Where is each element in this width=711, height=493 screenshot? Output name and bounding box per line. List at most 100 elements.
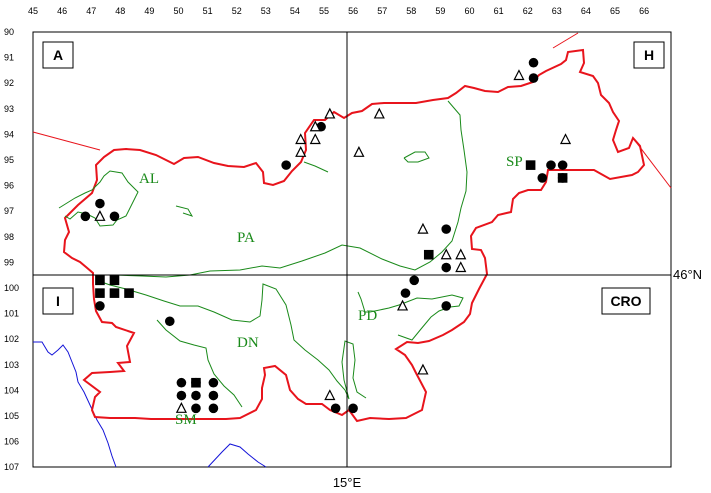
x-tick-label: 59 <box>435 6 445 16</box>
circle-marker <box>441 301 452 311</box>
triangle-marker <box>324 389 336 401</box>
y-tick-label: 101 <box>4 309 19 319</box>
triangle-marker <box>295 146 307 157</box>
y-tick-label: 91 <box>4 53 14 63</box>
y-tick-label: 104 <box>4 385 19 395</box>
region-label-pd: PD <box>358 308 377 324</box>
x-tick-label: 52 <box>232 6 242 16</box>
y-tick-label: 97 <box>4 206 14 216</box>
y-tick-label: 94 <box>4 129 14 139</box>
circle-marker <box>546 160 556 170</box>
circle-markers <box>80 57 568 414</box>
square-marker <box>109 275 120 286</box>
y-tick-label: 106 <box>4 437 19 447</box>
x-tick-label: 49 <box>144 6 154 16</box>
x-tick-label: 45 <box>28 6 38 16</box>
circle-marker <box>537 173 548 183</box>
circle-marker <box>208 390 219 401</box>
square-marker <box>557 173 568 183</box>
region-boundaries <box>58 100 468 408</box>
circle-marker <box>528 57 539 68</box>
x-tick-label: 63 <box>552 6 562 16</box>
triangle-marker <box>440 248 452 260</box>
circle-marker <box>95 301 105 311</box>
y-tick-label: 107 <box>4 462 19 472</box>
square-marker <box>109 288 120 298</box>
square-markers <box>95 160 568 388</box>
x-tick-label: 46 <box>57 6 67 16</box>
coast-lines <box>33 341 267 468</box>
outer-borders <box>32 32 672 189</box>
x-tick-label: 60 <box>464 6 474 16</box>
triangle-marker <box>324 107 336 119</box>
y-tick-label: 98 <box>4 232 14 242</box>
square-marker <box>423 249 434 260</box>
circle-marker <box>557 160 568 170</box>
square-marker <box>95 275 105 286</box>
circle-marker <box>281 160 291 170</box>
svg-text:CRO: CRO <box>610 293 641 309</box>
y-tick-label: 92 <box>4 78 14 88</box>
x-tick-label: 62 <box>523 6 533 16</box>
triangle-marker <box>309 120 321 132</box>
country-label-croatia: CRO <box>601 287 651 315</box>
country-label-italy: I <box>42 287 74 315</box>
x-tick-label: 66 <box>639 6 649 16</box>
triangle-marker <box>175 402 187 413</box>
x-tick-label: 65 <box>610 6 620 16</box>
map-frame <box>32 31 672 468</box>
circle-marker <box>176 377 187 388</box>
y-tick-label: 105 <box>4 411 19 421</box>
triangle-marker <box>417 363 429 375</box>
border-austria-italy <box>32 131 101 151</box>
country-label-austria: A <box>42 41 74 69</box>
x-tick-label: 57 <box>377 6 387 16</box>
coastline-south <box>207 443 267 468</box>
x-tick-label: 48 <box>115 6 125 16</box>
circle-marker <box>176 390 187 401</box>
circle-marker <box>409 275 420 286</box>
triangle-marker <box>396 299 409 311</box>
region-label-sm: SM <box>175 412 197 428</box>
y-tick-label: 90 <box>4 27 14 37</box>
y-tick-label: 96 <box>4 181 14 191</box>
square-marker <box>124 288 134 298</box>
x-tick-label: 61 <box>494 6 504 16</box>
circle-marker <box>164 316 175 327</box>
svg-text:H: H <box>644 47 654 63</box>
x-tick-label: 50 <box>173 6 183 16</box>
triangle-marker <box>295 133 307 145</box>
meridian-label: 15°E <box>333 475 362 490</box>
circle-marker <box>95 198 105 209</box>
border-austria-hungary <box>552 32 579 49</box>
x-tick-label: 53 <box>261 6 271 16</box>
triangle-marker <box>455 248 467 260</box>
boundary-east <box>303 161 329 173</box>
triangle-marker <box>417 222 429 234</box>
y-tick-label: 100 <box>4 283 19 293</box>
square-marker <box>525 160 536 170</box>
boundary-pd <box>357 291 464 341</box>
x-tick-label: 47 <box>86 6 96 16</box>
x-tick-labels: 45 46 47 48 49 50 51 52 53 54 55 56 57 58 59 60 61 62 63 64… <box>28 6 649 16</box>
triangle-markers <box>94 69 572 413</box>
region-label-sp: SP <box>506 154 523 170</box>
y-tick-label: 93 <box>4 104 14 114</box>
triangle-marker <box>309 133 321 145</box>
boundary-pannonian <box>92 100 468 278</box>
triangle-marker <box>513 69 525 81</box>
circle-marker <box>191 403 201 414</box>
circle-marker <box>80 211 91 222</box>
x-tick-label: 64 <box>581 6 591 16</box>
svg-text:I: I <box>56 293 60 309</box>
coastline-west <box>33 341 117 468</box>
x-tick-label: 58 <box>406 6 416 16</box>
triangle-marker <box>353 146 365 157</box>
parallel-label: 46°N <box>673 267 702 282</box>
circle-marker <box>441 262 452 273</box>
boundary-sm <box>156 319 243 408</box>
triangle-marker <box>94 210 106 221</box>
triangle-marker <box>373 107 385 119</box>
y-tick-label: 103 <box>4 360 19 370</box>
